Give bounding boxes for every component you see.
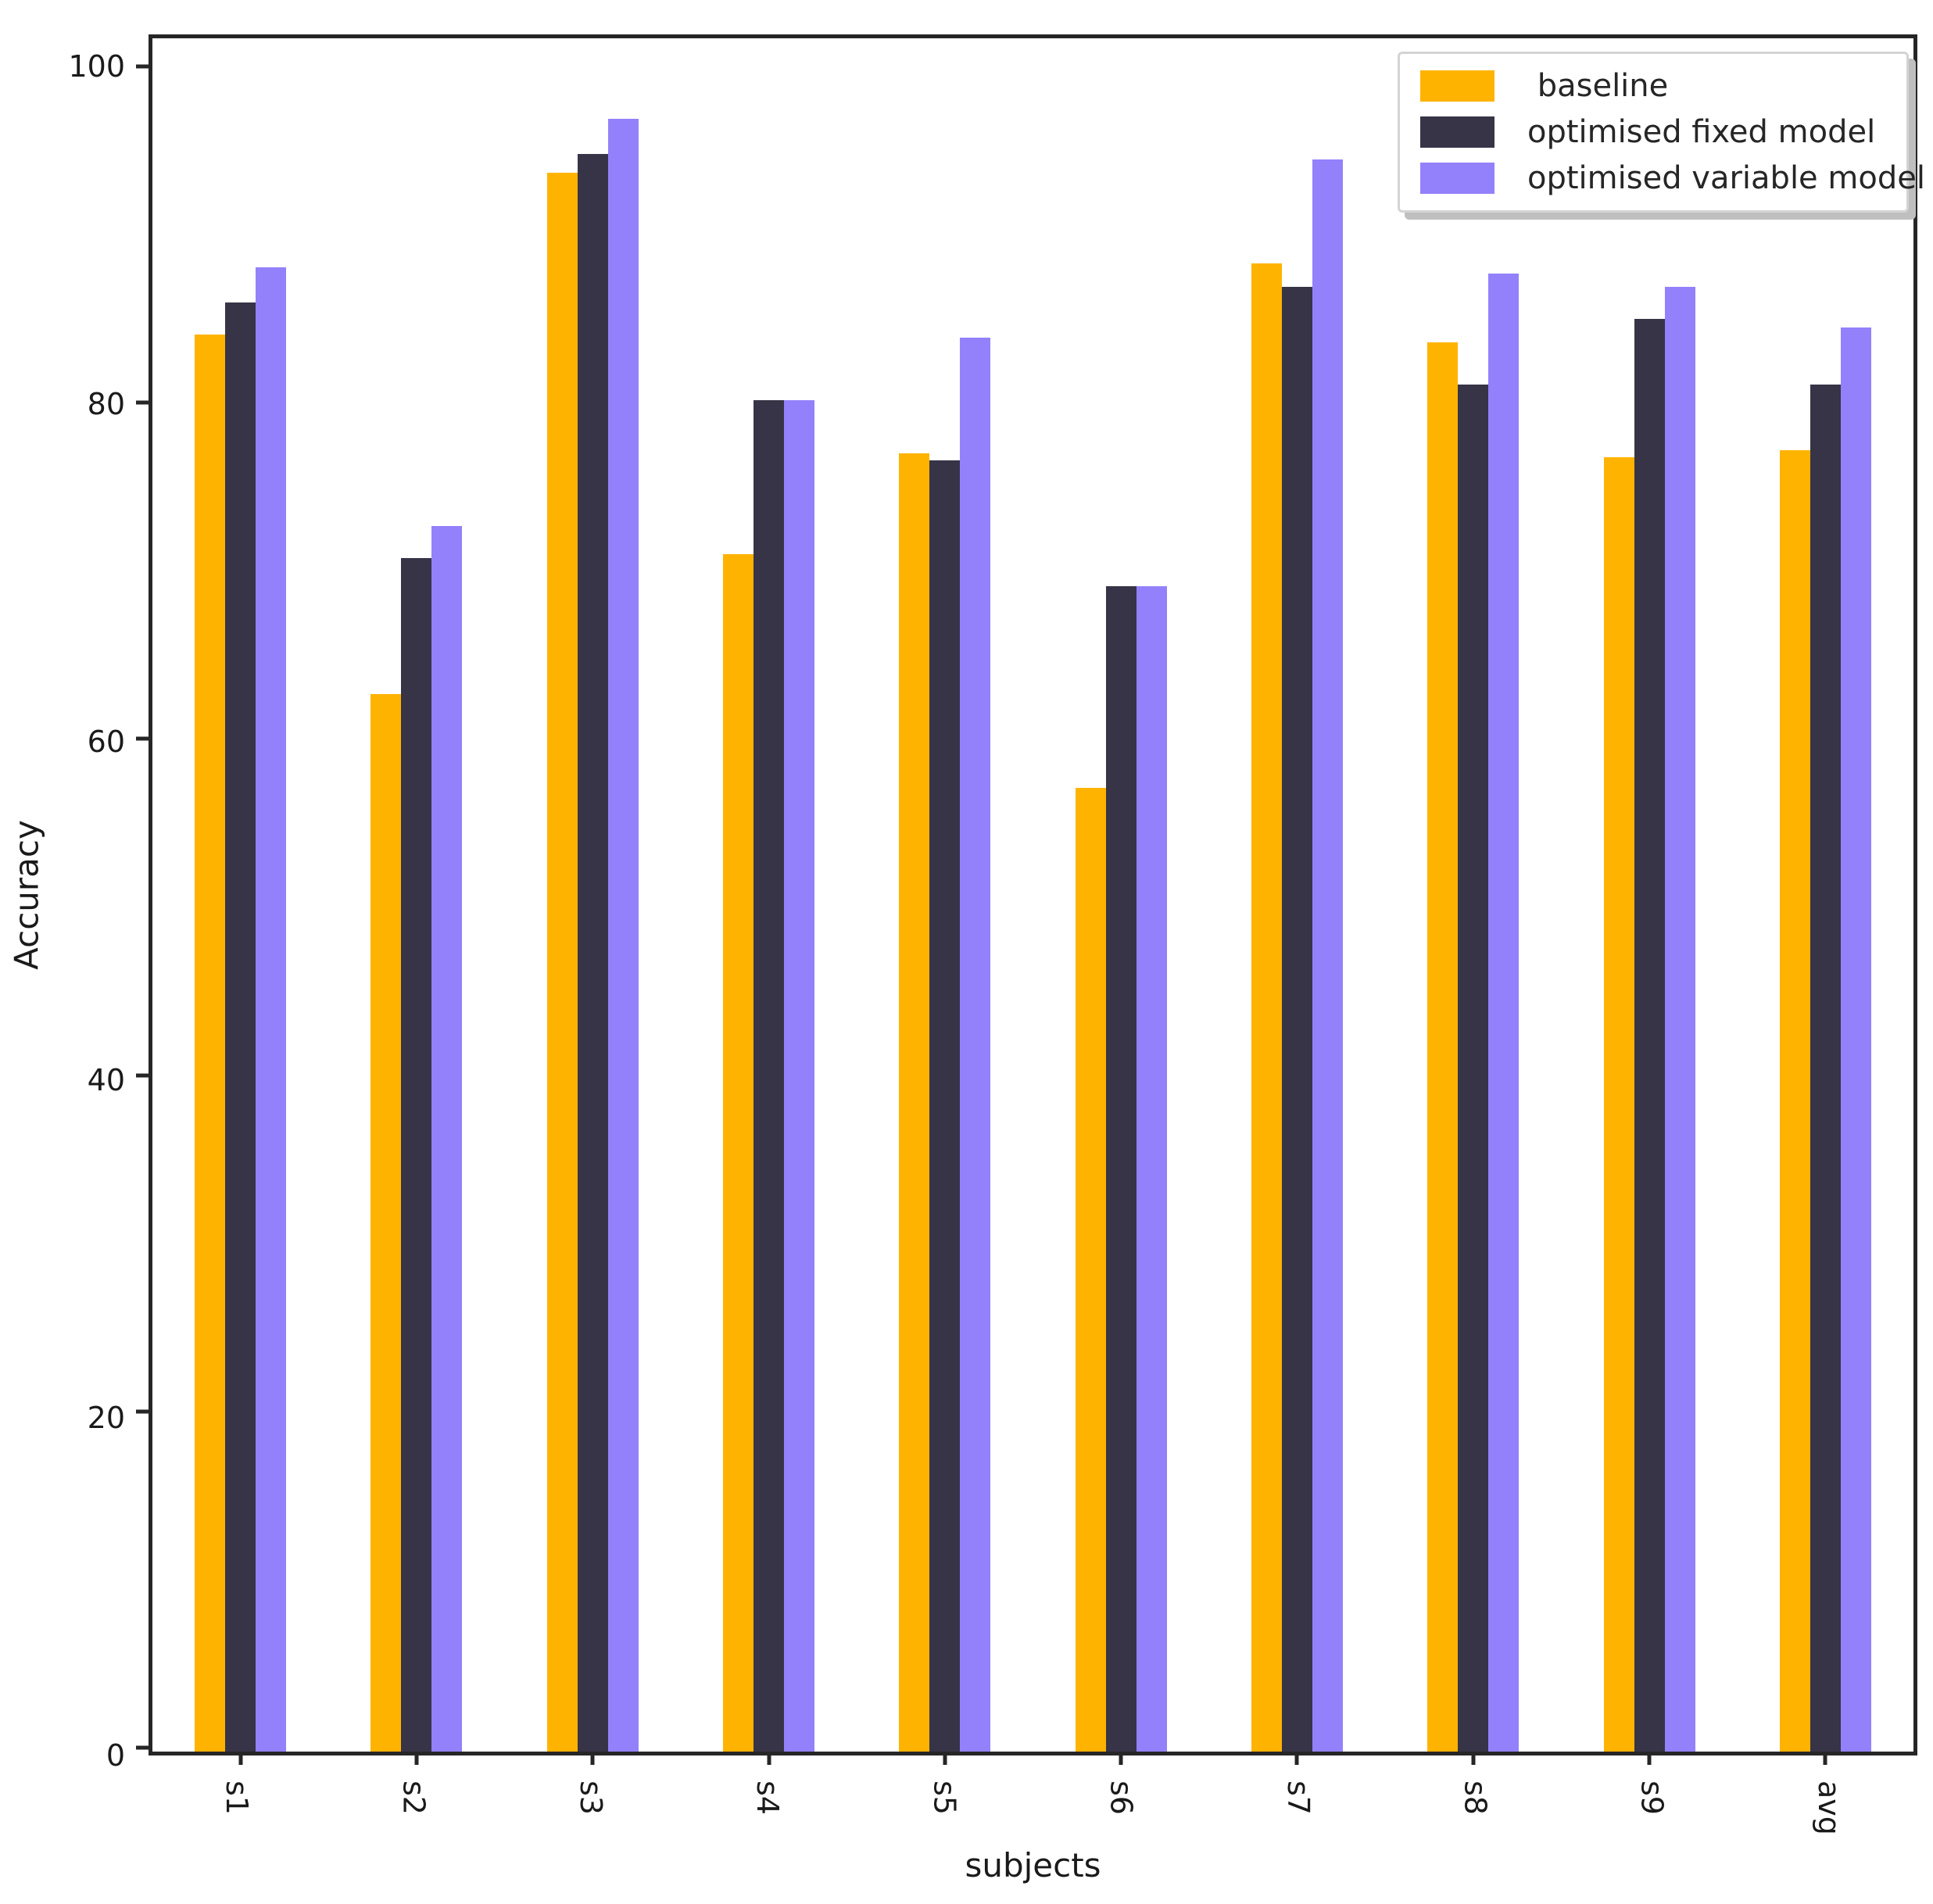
x-tick-label-s7: s7 — [1280, 1781, 1316, 1815]
x-tick-mark-s1 — [238, 1752, 243, 1765]
x-tick-label-s4: s4 — [750, 1781, 786, 1815]
x-tick-label-avg: avg — [1811, 1781, 1846, 1835]
legend-row-optimised-fixed-model: optimised fixed model — [1420, 114, 1886, 150]
bar-optimised-variable-model-s3 — [607, 119, 639, 1752]
x-tick-mark-s6 — [1119, 1752, 1123, 1765]
y-tick-label-20: 20 — [87, 1400, 125, 1435]
bar-optimised-variable-model-s8 — [1488, 274, 1520, 1752]
plot-area — [136, 34, 1917, 1765]
y-tick-mark-100 — [136, 64, 149, 69]
bar-group-s6 — [1033, 38, 1208, 1752]
bar-optimised-fixed-model-s9 — [1634, 319, 1665, 1752]
bar-optimised-variable-model-s7 — [1312, 159, 1343, 1752]
y-tick-label-40: 40 — [87, 1062, 125, 1097]
legend-swatch-baseline — [1420, 70, 1494, 102]
bar-group-avg — [1738, 38, 1913, 1752]
bar-optimised-fixed-model-s4 — [754, 399, 785, 1752]
x-tick-label-s9: s9 — [1634, 1781, 1670, 1815]
y-tick-label-60: 60 — [87, 725, 125, 760]
x-tick-label-s2: s2 — [396, 1781, 431, 1815]
x-tick-labels: s1 s2 s3 s4 s5 s6 s7 s8 s9 avg — [149, 1755, 1917, 1865]
x-tick-mark-s7 — [1294, 1752, 1299, 1765]
bar-optimised-variable-model-s5 — [960, 337, 991, 1752]
legend-label-optimised-variable-model: optimised variable model — [1527, 159, 1925, 196]
legend-swatch-optimised-variable-model — [1420, 162, 1494, 194]
bar-baseline-s1 — [195, 334, 226, 1752]
bar-optimised-variable-model-avg — [1840, 327, 1871, 1752]
bar-baseline-avg — [1779, 450, 1810, 1752]
x-tick-mark-s9 — [1647, 1752, 1652, 1765]
bar-group-s9 — [1561, 38, 1737, 1752]
y-tick-mark-40 — [136, 1073, 149, 1078]
legend-label-baseline: baseline — [1527, 68, 1669, 105]
legend: baseline optimised fixed model optimised v… — [1398, 52, 1925, 213]
bar-baseline-s9 — [1603, 456, 1634, 1752]
x-tick-label-s6: s6 — [1104, 1781, 1139, 1815]
bar-group-s1 — [152, 38, 328, 1752]
y-tick-labels: 0 20 40 60 80 100 — [0, 34, 125, 1773]
bar-baseline-s4 — [723, 554, 754, 1752]
x-tick-label-s5: s5 — [927, 1781, 962, 1815]
bar-optimised-fixed-model-s5 — [929, 460, 961, 1752]
bar-optimised-fixed-model-s3 — [577, 154, 608, 1752]
bar-optimised-variable-model-s2 — [431, 525, 463, 1752]
legend-row-baseline: baseline — [1420, 68, 1886, 104]
bar-baseline-s5 — [899, 453, 930, 1752]
x-tick-label-s3: s3 — [573, 1781, 608, 1815]
bar-groups — [152, 38, 1913, 1752]
bar-group-s8 — [1385, 38, 1561, 1752]
x-axis-title: subjects — [965, 1846, 1101, 1884]
x-tick-label-s1: s1 — [220, 1781, 255, 1815]
bar-optimised-fixed-model-s1 — [225, 302, 256, 1752]
x-tick-mark-s8 — [1471, 1752, 1476, 1765]
y-tick-label-100: 100 — [68, 49, 125, 84]
x-tick-mark-s3 — [590, 1752, 595, 1765]
x-tick-mark-avg — [1823, 1752, 1827, 1765]
bar-optimised-fixed-model-s6 — [1105, 586, 1137, 1752]
legend-label-optimised-fixed-model: optimised fixed model — [1527, 113, 1876, 150]
bar-group-s5 — [857, 38, 1033, 1752]
y-tick-mark-60 — [136, 736, 149, 741]
bar-optimised-fixed-model-s2 — [401, 557, 432, 1752]
bar-optimised-variable-model-s6 — [1136, 586, 1167, 1752]
bar-optimised-fixed-model-s8 — [1458, 385, 1489, 1752]
y-tick-mark-0 — [136, 1745, 149, 1750]
y-tick-mark-80 — [136, 400, 149, 405]
bar-group-s4 — [681, 38, 857, 1752]
bar-optimised-variable-model-s9 — [1664, 287, 1695, 1752]
x-tick-label-s8: s8 — [1458, 1781, 1493, 1815]
bar-optimised-fixed-model-avg — [1810, 385, 1841, 1752]
bar-baseline-s8 — [1427, 342, 1459, 1752]
bar-optimised-fixed-model-s7 — [1281, 287, 1312, 1752]
bar-group-s7 — [1209, 38, 1385, 1752]
bar-baseline-s6 — [1075, 788, 1106, 1752]
x-tick-mark-s4 — [767, 1752, 771, 1765]
bar-baseline-s3 — [546, 173, 578, 1752]
x-tick-mark-s5 — [943, 1752, 947, 1765]
bar-optimised-variable-model-s1 — [256, 267, 287, 1752]
y-tick-label-0: 0 — [106, 1738, 125, 1773]
legend-swatch-optimised-fixed-model — [1420, 116, 1494, 148]
bar-group-s3 — [505, 38, 681, 1752]
bar-baseline-s7 — [1251, 263, 1282, 1752]
x-tick-mark-s2 — [414, 1752, 419, 1765]
legend-row-optimised-variable-model: optimised variable model — [1420, 160, 1925, 196]
bar-baseline-s2 — [370, 693, 402, 1752]
y-tick-mark-20 — [136, 1409, 149, 1414]
bar-group-s2 — [328, 38, 504, 1752]
bar-optimised-variable-model-s4 — [784, 399, 815, 1752]
y-tick-label-80: 80 — [87, 387, 125, 422]
